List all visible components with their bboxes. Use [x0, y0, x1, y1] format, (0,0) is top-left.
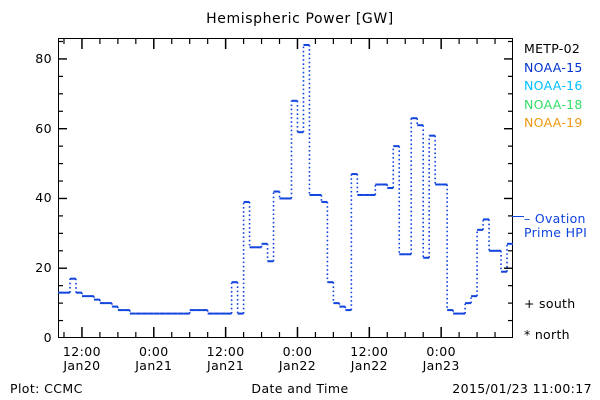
ovation-legend-dash [512, 216, 524, 217]
x-tick-date: Jan21 [135, 358, 173, 373]
hemisphere-symbol-icon: + [524, 296, 535, 311]
plot-timestamp: 2015/01/23 11:00:17 [452, 381, 592, 396]
x-tick-label: 12:00 Jan21 [186, 345, 266, 373]
x-tick-label: 12:00 Jan22 [329, 345, 409, 373]
x-tick-date: Jan20 [63, 358, 101, 373]
y-tick-label: 0 [43, 330, 52, 345]
plot-frame [58, 38, 513, 338]
x-tick-time: 12:00 [350, 344, 389, 359]
hemisphere-label: north [530, 327, 570, 342]
x-tick-label: 0:00 Jan22 [257, 345, 337, 373]
x-tick-date: Jan22 [278, 358, 317, 373]
satellite-legend: METP-02 NOAA-15 NOAA-16 NOAA-18 NOAA-19 [524, 40, 600, 133]
ovation-legend: – Ovation Prime HPI [524, 212, 600, 240]
legend-item-noaa-18[interactable]: NOAA-18 [524, 96, 583, 112]
hemisphere-symbol-icon: * [524, 327, 531, 342]
legend-item-noaa-19[interactable]: NOAA-19 [524, 115, 583, 130]
x-tick-date: Jan23 [422, 358, 460, 373]
plot-source: Plot: CCMC [10, 381, 83, 396]
page-title: Hemispheric Power [GW] [206, 11, 394, 27]
x-tick-time: 12:00 [62, 344, 101, 359]
x-tick-label: 0:00 Jan23 [401, 345, 481, 373]
legend-item-noaa-16[interactable]: NOAA-16 [524, 78, 583, 93]
chart-svg [58, 38, 513, 338]
ovation-legend-line2: Prime HPI [524, 225, 588, 240]
y-tick-label: 60 [35, 120, 52, 136]
ovation-legend-line1: – Ovation [524, 211, 586, 226]
x-tick-time: 0:00 [282, 344, 313, 359]
x-tick-date: Jan21 [207, 358, 245, 373]
legend-item-metp-02[interactable]: METP-02 [524, 41, 581, 56]
x-tick-date: Jan22 [350, 358, 388, 373]
y-tick-label: 80 [35, 50, 52, 66]
hemisphere-label: south [534, 296, 576, 311]
x-tick-label: 12:00 Jan20 [42, 345, 122, 373]
legend-item-noaa-15[interactable]: NOAA-15 [524, 59, 583, 75]
x-tick-label: 0:00 Jan21 [114, 345, 194, 373]
x-tick-time: 0:00 [138, 344, 169, 359]
x-axis-label: Date and Time [251, 381, 349, 396]
x-tick-time: 0:00 [426, 344, 456, 359]
y-tick-label: 40 [35, 190, 52, 206]
y-tick-label: 20 [35, 260, 52, 276]
legend-hemisphere-north: * north [524, 327, 570, 342]
legend-hemisphere-south: + south [524, 296, 575, 311]
x-tick-time: 12:00 [206, 344, 245, 359]
